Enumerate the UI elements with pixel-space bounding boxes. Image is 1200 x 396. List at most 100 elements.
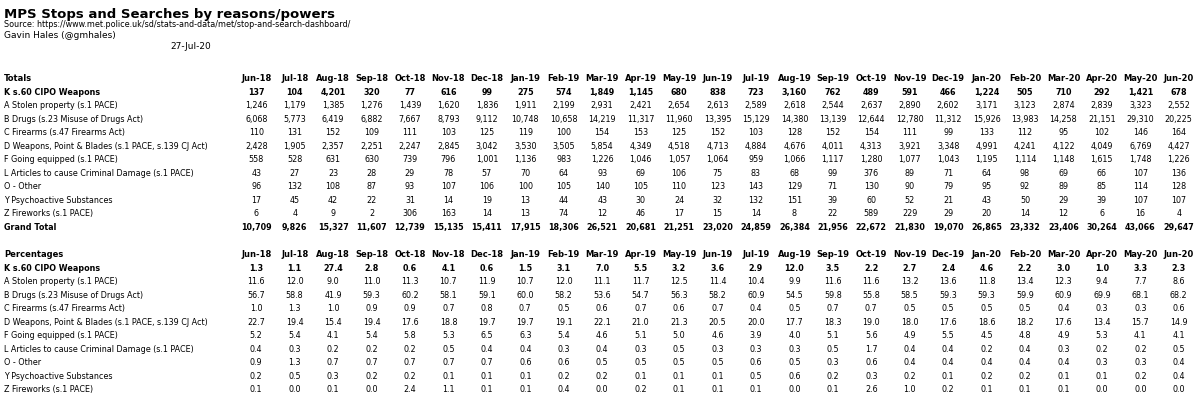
Text: 89: 89	[1058, 182, 1068, 191]
Text: 15,135: 15,135	[433, 223, 463, 232]
Text: Jun-18: Jun-18	[241, 250, 271, 259]
Text: 5.1: 5.1	[827, 331, 839, 340]
Text: 1,043: 1,043	[937, 155, 959, 164]
Text: 100: 100	[557, 128, 571, 137]
Text: 0.2: 0.2	[326, 345, 340, 354]
Text: 7.7: 7.7	[1134, 277, 1147, 286]
Text: 1.0: 1.0	[326, 304, 340, 313]
Text: 4.5: 4.5	[980, 331, 992, 340]
Text: 14: 14	[1020, 209, 1030, 218]
Text: 5.3: 5.3	[442, 331, 455, 340]
Text: 29,647: 29,647	[1164, 223, 1194, 232]
Text: Gavin Hales (@gmhales): Gavin Hales (@gmhales)	[4, 31, 115, 40]
Text: 0.3: 0.3	[788, 345, 800, 354]
Text: 59.3: 59.3	[978, 291, 996, 300]
Text: 130: 130	[864, 182, 878, 191]
Text: 1,280: 1,280	[860, 155, 882, 164]
Text: 23,406: 23,406	[1048, 223, 1079, 232]
Text: 59.3: 59.3	[362, 291, 380, 300]
Text: 7.0: 7.0	[595, 264, 610, 273]
Text: 30: 30	[636, 196, 646, 205]
Text: 5.4: 5.4	[558, 331, 570, 340]
Text: 4.1: 4.1	[442, 264, 456, 273]
Text: 0.6: 0.6	[558, 358, 570, 367]
Text: 589: 589	[864, 209, 878, 218]
Text: 9: 9	[330, 209, 336, 218]
Text: 0.5: 0.5	[827, 345, 839, 354]
Text: 53.6: 53.6	[593, 291, 611, 300]
Text: 14.9: 14.9	[1170, 318, 1188, 327]
Text: 19.7: 19.7	[516, 318, 534, 327]
Text: Jun-19: Jun-19	[702, 250, 733, 259]
Text: 983: 983	[556, 155, 571, 164]
Text: 99: 99	[828, 169, 838, 178]
Text: 69.9: 69.9	[1093, 291, 1111, 300]
Text: 1,620: 1,620	[437, 101, 460, 110]
Text: Feb-19: Feb-19	[547, 250, 580, 259]
Text: 0.4: 0.4	[942, 358, 954, 367]
Text: 105: 105	[634, 182, 648, 191]
Text: 59.9: 59.9	[1016, 291, 1034, 300]
Text: 17.6: 17.6	[940, 318, 956, 327]
Text: 0.3: 0.3	[712, 345, 724, 354]
Text: 29: 29	[1058, 196, 1068, 205]
Text: 2,602: 2,602	[937, 101, 960, 110]
Text: 17: 17	[251, 196, 262, 205]
Text: 69: 69	[636, 169, 646, 178]
Text: 2,839: 2,839	[1091, 101, 1114, 110]
Text: 14,380: 14,380	[781, 115, 808, 124]
Text: 0.4: 0.4	[1172, 372, 1186, 381]
Text: Source: https://www.met.police.uk/sd/stats-and-data/met/stop-and-search-dashboar: Source: https://www.met.police.uk/sd/sta…	[4, 20, 350, 29]
Text: 1,748: 1,748	[1129, 155, 1152, 164]
Text: 57: 57	[481, 169, 492, 178]
Text: 77: 77	[404, 88, 415, 97]
Text: 320: 320	[364, 88, 380, 97]
Text: 68.2: 68.2	[1170, 291, 1188, 300]
Text: 1.3: 1.3	[288, 358, 301, 367]
Text: 26,865: 26,865	[971, 223, 1002, 232]
Text: 0.3: 0.3	[1096, 304, 1108, 313]
Text: F Going equipped (s.1 PACE): F Going equipped (s.1 PACE)	[4, 155, 118, 164]
Text: 0.1: 0.1	[673, 372, 685, 381]
Text: Sep-18: Sep-18	[355, 250, 388, 259]
Text: 27-Jul-20: 27-Jul-20	[170, 42, 211, 51]
Text: 15,926: 15,926	[973, 115, 1001, 124]
Text: 0.5: 0.5	[673, 358, 685, 367]
Text: 12.0: 12.0	[554, 277, 572, 286]
Text: 0.1: 0.1	[1057, 372, 1069, 381]
Text: 6,882: 6,882	[360, 115, 383, 124]
Text: 0.5: 0.5	[288, 372, 301, 381]
Text: 3.2: 3.2	[672, 264, 686, 273]
Text: Jun-19: Jun-19	[702, 74, 733, 83]
Text: 16: 16	[1135, 209, 1145, 218]
Text: 153: 153	[634, 128, 648, 137]
Text: 15.7: 15.7	[1132, 318, 1150, 327]
Text: 19.1: 19.1	[554, 318, 572, 327]
Text: 0.6: 0.6	[673, 304, 685, 313]
Text: 39: 39	[828, 196, 838, 205]
Text: 5.4: 5.4	[365, 331, 378, 340]
Text: 14: 14	[482, 209, 492, 218]
Text: 20.0: 20.0	[748, 318, 764, 327]
Text: 19.4: 19.4	[362, 318, 380, 327]
Text: 4,427: 4,427	[1168, 142, 1190, 151]
Text: 8.6: 8.6	[1172, 277, 1186, 286]
Text: 3.0: 3.0	[1056, 264, 1070, 273]
Text: 0.3: 0.3	[865, 372, 877, 381]
Text: 0.6: 0.6	[788, 372, 800, 381]
Text: 27: 27	[289, 169, 300, 178]
Text: 23,332: 23,332	[1009, 223, 1040, 232]
Text: 19: 19	[481, 196, 492, 205]
Text: 4,122: 4,122	[1052, 142, 1075, 151]
Text: 60.9: 60.9	[748, 291, 764, 300]
Text: 109: 109	[364, 128, 379, 137]
Text: 9,826: 9,826	[282, 223, 307, 232]
Text: 275: 275	[517, 88, 534, 97]
Text: 11.8: 11.8	[978, 277, 995, 286]
Text: 2,845: 2,845	[437, 142, 460, 151]
Text: 0.1: 0.1	[1019, 385, 1031, 394]
Text: 0.5: 0.5	[750, 372, 762, 381]
Text: 12.0: 12.0	[785, 264, 804, 273]
Text: K s.60 CIPO Weapons: K s.60 CIPO Weapons	[4, 88, 100, 97]
Text: 0.1: 0.1	[1096, 372, 1108, 381]
